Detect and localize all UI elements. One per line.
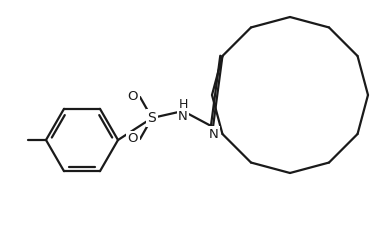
Text: O: O bbox=[128, 90, 138, 104]
Text: S: S bbox=[147, 111, 156, 125]
Text: N: N bbox=[178, 109, 188, 123]
Text: O: O bbox=[128, 133, 138, 145]
Text: N: N bbox=[209, 128, 219, 141]
Text: H: H bbox=[178, 98, 187, 111]
